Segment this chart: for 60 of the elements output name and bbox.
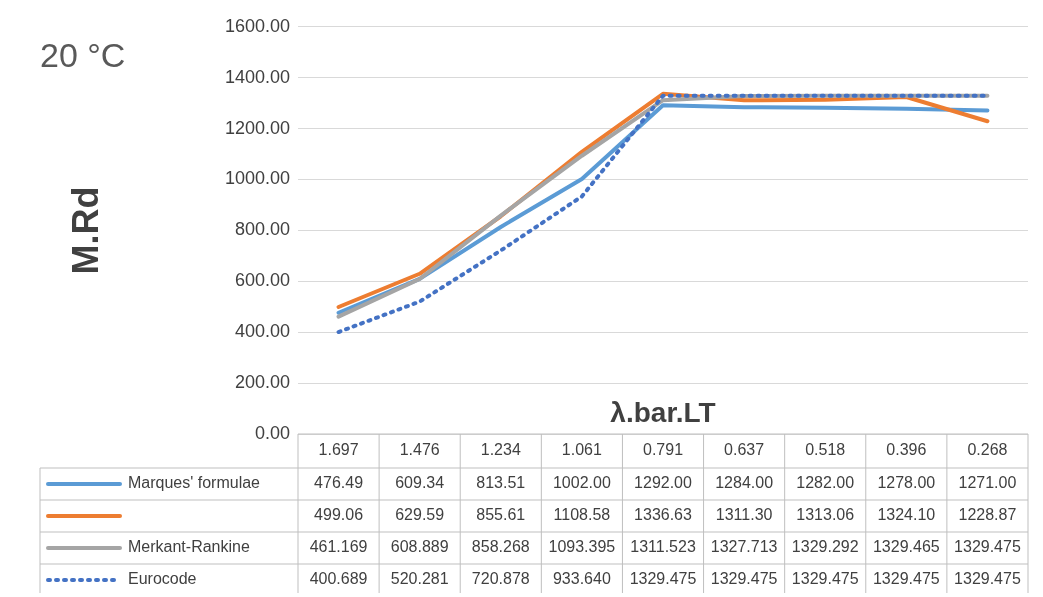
y-tick-label: 1200.00	[224, 117, 290, 138]
x-tick-label: 0.396	[886, 441, 927, 459]
data-label: 1329.475	[954, 570, 1021, 588]
x-tick-label: 1.476	[399, 441, 440, 459]
y-tick-label: 1000.00	[224, 168, 290, 189]
x-tick-label: 0.518	[805, 441, 846, 459]
data-label: 933.640	[552, 570, 611, 588]
data-label: 1284.00	[715, 474, 774, 492]
chart-title: 20 °C	[40, 36, 126, 75]
x-tick-label: 1.234	[480, 441, 521, 459]
y-tick-label: 1400.00	[224, 66, 290, 87]
data-label: 1311.523	[630, 538, 696, 556]
x-tick-label: 1.697	[318, 441, 359, 459]
data-label: 1093.395	[548, 538, 616, 556]
data-label: 1292.00	[634, 474, 693, 492]
y-tick-label: 400.00	[234, 321, 290, 342]
data-label: 1228.87	[958, 506, 1017, 524]
data-label: 1327.713	[710, 538, 778, 556]
data-label: 629.59	[395, 506, 445, 524]
data-label: 1002.00	[552, 474, 611, 492]
data-label: 858.268	[471, 538, 530, 556]
data-label: 1271.00	[958, 474, 1017, 492]
x-tick-label: 0.268	[967, 441, 1008, 459]
legend-label: Merkant-Rankine	[128, 538, 250, 556]
data-label: 1329.292	[791, 538, 859, 556]
y-axis-title: M.Rd	[64, 186, 106, 275]
legend-label: Marques' formulae	[128, 474, 261, 492]
data-label: 400.689	[309, 570, 368, 588]
data-label: 813.51	[476, 474, 526, 492]
data-label: 499.06	[314, 506, 364, 524]
x-axis-title: λ.bar.LT	[610, 396, 716, 428]
data-label: 476.49	[314, 474, 364, 492]
data-label: 609.34	[395, 474, 445, 492]
data-label: 1329.475	[629, 570, 697, 588]
x-tick-label: 1.061	[561, 441, 603, 459]
y-tick-label: 800.00	[234, 219, 290, 240]
legend-label: Eurocode	[128, 570, 197, 588]
data-label: 1336.63	[634, 506, 693, 524]
data-label: 855.61	[476, 506, 526, 524]
data-label: 1313.06	[796, 506, 855, 524]
y-tick-label: 1600.00	[224, 15, 290, 36]
data-label: 520.281	[390, 570, 449, 588]
data-label: 1311.30	[715, 506, 773, 524]
data-label: 1329.465	[872, 538, 940, 556]
data-label: 1282.00	[796, 474, 855, 492]
data-label: 1278.00	[877, 474, 936, 492]
data-label: 720.878	[471, 570, 530, 588]
data-label: 1329.475	[791, 570, 859, 588]
data-label: 1108.58	[553, 506, 611, 524]
y-tick-label: 0.00	[254, 422, 290, 443]
x-tick-label: 0.637	[724, 441, 765, 459]
data-label: 1329.475	[872, 570, 940, 588]
data-label: 1324.10	[877, 506, 936, 524]
y-tick-label: 600.00	[234, 270, 290, 291]
x-tick-label: 0.791	[642, 441, 684, 459]
data-label: 1329.475	[710, 570, 778, 588]
data-label: 608.889	[390, 538, 449, 556]
data-label: 1329.475	[954, 538, 1021, 556]
data-label: 461.169	[309, 538, 368, 556]
y-tick-label: 200.00	[234, 372, 290, 393]
